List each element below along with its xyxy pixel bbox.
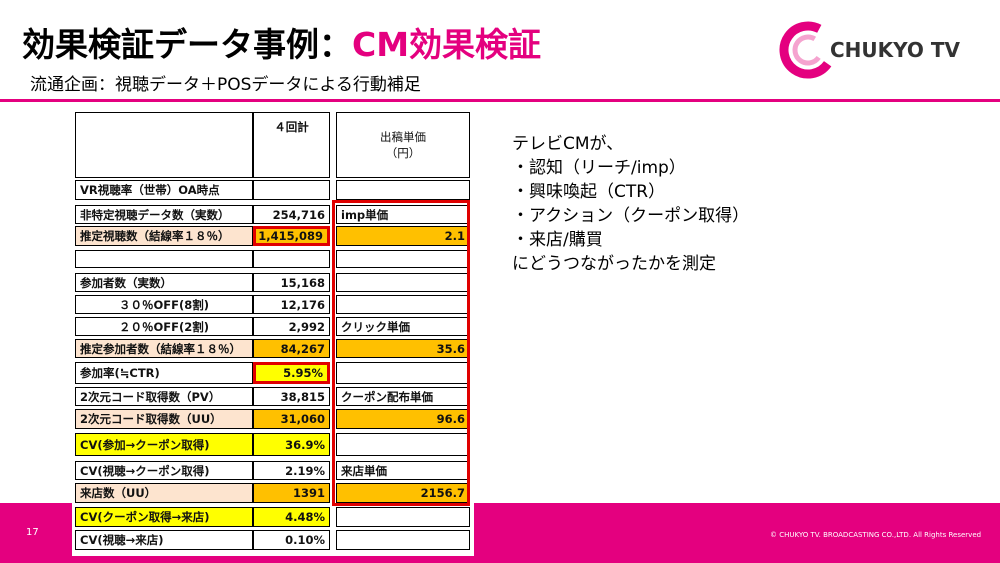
row-price — [336, 507, 470, 527]
row-label: 2次元コード取得数（PV） — [75, 387, 253, 406]
subtitle: 流通企画：視聴データ＋POSデータによる行動補足 — [30, 75, 421, 95]
row-value: 31,060 — [253, 409, 330, 429]
row-label: 非特定視聴データ数（実数） — [75, 205, 253, 224]
head-price-unit: （円） — [385, 146, 421, 160]
title-accent: CM効果検証 — [352, 25, 542, 64]
row-value: 4.48% — [253, 507, 330, 527]
row-value: 12,176 — [253, 295, 330, 314]
row-label: 参加率(≒CTR) — [75, 362, 253, 384]
row-value: 36.9% — [253, 433, 330, 456]
copyright: © CHUKYO TV. BROADCASTING CO.,LTD. All R… — [770, 531, 982, 539]
row-value: 1391 — [253, 483, 330, 503]
row-value: 84,267 — [253, 339, 330, 358]
row-value: 2,992 — [253, 317, 330, 336]
row-label: 推定視聴数（結線率１８％） — [75, 226, 253, 246]
title: 効果検証データ事例：CM効果検証 — [22, 18, 541, 66]
note-line: ・認知（リーチ/imp） — [512, 158, 686, 178]
page-number: 17 — [26, 527, 39, 538]
row-label: 参加者数（実数） — [75, 273, 253, 292]
row-price: 2.1 — [336, 226, 470, 246]
row-value: 38,815 — [253, 387, 330, 406]
row-value: 0.10% — [253, 530, 330, 550]
row-value: 2.19% — [253, 461, 330, 480]
head-price: 出稿単価 （円） — [336, 112, 470, 178]
row-label — [75, 250, 253, 268]
row-value: 5.95% — [253, 362, 330, 384]
note-line: ・興味喚起（CTR） — [512, 182, 666, 202]
row-label: 推定参加者数（結線率１８％） — [75, 339, 253, 358]
row-label: CV(視聴→来店) — [75, 530, 253, 550]
row-price — [336, 180, 470, 200]
note-line: にどうつながったかを測定 — [512, 254, 716, 274]
logo-mark — [779, 21, 837, 79]
note-line: ・アクション（クーポン取得） — [512, 206, 750, 226]
notes: テレビCMが、・認知（リーチ/imp） ・興味喚起（CTR） ・アクション（クーポン… — [512, 132, 749, 276]
row-label: 2次元コード取得数（UU） — [75, 409, 253, 429]
row-label: ３０％OFF(8割) — [75, 295, 253, 314]
table: ４回計 出稿単価 （円） VR視聴率（世帯）OA時点 非特定視聴データ数（実数） 254,… — [72, 108, 474, 556]
note-line: テレビCMが、 — [512, 134, 624, 154]
head-price-text: 出稿単価 — [380, 130, 426, 144]
row-value — [253, 180, 330, 200]
row-value: 15,168 — [253, 273, 330, 292]
row-value: 254,716 — [253, 205, 330, 224]
head-label — [75, 112, 253, 178]
title-text: 効果検証データ事例： — [22, 25, 352, 64]
price-highlight — [332, 200, 470, 506]
logo-text: CHUKYO TV — [830, 38, 961, 62]
row-value: 1,415,089 — [253, 226, 330, 246]
row-label: 来店数（UU） — [75, 483, 253, 503]
row-value — [253, 250, 330, 268]
row-label: CV(視聴→クーポン取得) — [75, 461, 253, 480]
row-price: 35.6 — [336, 339, 470, 358]
row-label: CV(クーポン取得→来店) — [75, 507, 253, 527]
note-line: ・来店/購買 — [512, 230, 603, 250]
divider — [0, 99, 1000, 102]
row-label: VR視聴率（世帯）OA時点 — [75, 180, 253, 200]
row-label: CV(参加→クーポン取得) — [75, 433, 253, 456]
head-total: ４回計 — [253, 112, 330, 178]
row-label: ２０％OFF(2割) — [75, 317, 253, 336]
row-price — [336, 530, 470, 550]
